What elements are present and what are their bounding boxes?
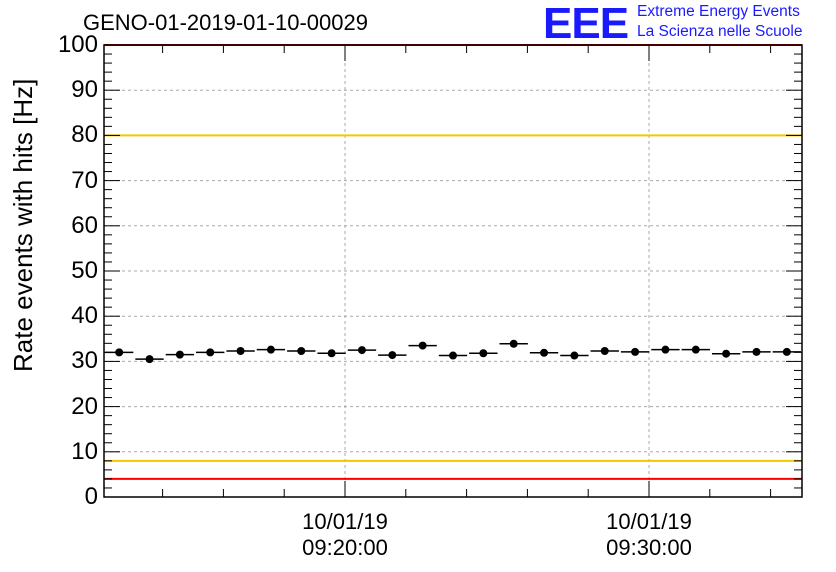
data-point (266, 345, 275, 354)
y-tick-label: 20 (71, 392, 98, 420)
data-point (297, 347, 306, 356)
eee-logo-mark: EEE (543, 0, 629, 48)
data-point (327, 349, 336, 358)
y-tick-label: 10 (71, 437, 98, 465)
data-point (236, 347, 245, 356)
y-tick-label: 100 (57, 31, 98, 58)
x-tick-date: 10/01/19 (302, 509, 388, 534)
data-point (449, 351, 457, 360)
y-tick-label: 70 (71, 166, 98, 194)
data-points (105, 339, 801, 364)
x-tick-label: 10/01/19 09:20:00 (275, 509, 415, 561)
data-point (145, 355, 154, 364)
x-tick-time: 09:30:00 (606, 535, 692, 560)
y-tick-label: 0 (84, 483, 98, 510)
data-point (509, 339, 518, 348)
data-point (175, 350, 184, 359)
y-tick-label: 80 (71, 121, 98, 149)
logo-caption-line2: La Scienza nelle Scuole (637, 23, 803, 40)
data-point (631, 347, 640, 356)
y-tick-label: 50 (71, 257, 98, 284)
x-tick-date: 10/01/19 (606, 509, 692, 534)
data-point (691, 345, 700, 354)
data-point (540, 348, 549, 357)
data-point (206, 348, 215, 357)
data-point (418, 341, 427, 350)
data-point (661, 345, 670, 354)
y-tick-label: 60 (71, 211, 98, 239)
plot-frame (103, 44, 803, 498)
data-point (357, 346, 366, 355)
data-point (388, 351, 397, 360)
y-tick-label: 30 (71, 347, 98, 375)
y-tick-label: 90 (71, 76, 98, 104)
data-point (600, 347, 609, 356)
grid (104, 45, 802, 497)
chart-title: GENO-01-2019-01-10-00029 (83, 10, 368, 35)
x-tick-label: 10/01/19 09:30:00 (579, 509, 719, 561)
data-point (570, 351, 579, 360)
x-tick-time: 09:20:00 (302, 535, 388, 560)
data-point (479, 349, 488, 358)
data-point (722, 349, 731, 358)
data-point (752, 347, 761, 356)
reference-lines (104, 44, 802, 480)
data-point (782, 347, 791, 356)
y-axis-label: Rate events with hits [Hz] (8, 78, 38, 372)
data-point (115, 348, 124, 357)
logo-caption-line1: Extreme Energy Events (637, 3, 800, 20)
y-tick-label: 40 (71, 302, 98, 330)
